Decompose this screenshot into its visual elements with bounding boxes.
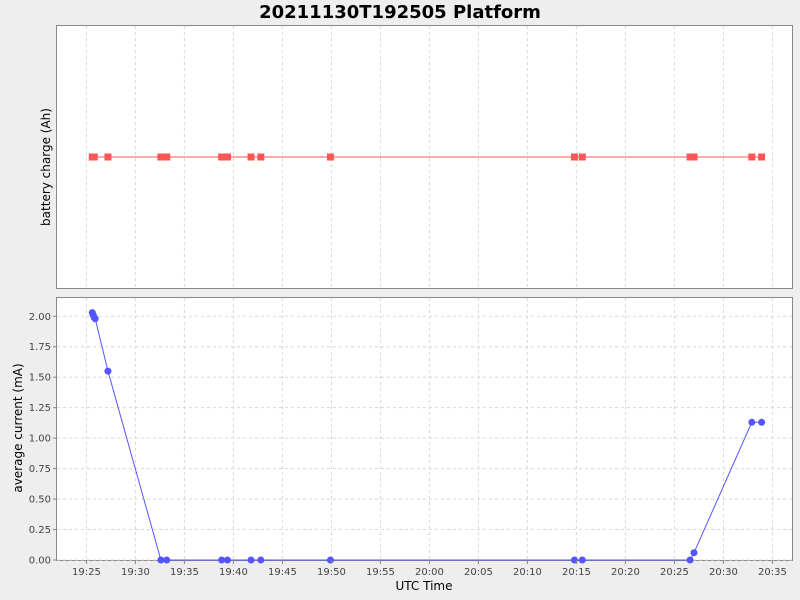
data-point-average-current <box>224 556 232 564</box>
y-tick-label: 1.50 <box>29 373 51 384</box>
x-tick-label: 20:20 <box>611 567 640 578</box>
data-point-average-current <box>690 549 698 557</box>
data-point-battery-charge <box>686 153 694 161</box>
y-tick-label: 1.00 <box>29 434 51 445</box>
data-point-average-current <box>104 367 112 375</box>
chart-title: 20211130T192505 Platform <box>259 2 541 23</box>
x-tick-label: 20:10 <box>513 567 542 578</box>
y-axis-label-average-current: average current (mA) <box>11 363 25 492</box>
data-point-average-current <box>247 556 255 564</box>
plot-area-average-current <box>56 297 793 561</box>
data-point-battery-charge <box>90 153 98 161</box>
x-tick-label: 20:25 <box>660 567 689 578</box>
x-tick-label: 20:35 <box>758 567 787 578</box>
data-point-battery-charge <box>690 153 698 161</box>
x-tick-label: 20:05 <box>464 567 493 578</box>
y-tick-label: 0.25 <box>29 525 51 536</box>
data-point-battery-charge <box>157 153 165 161</box>
data-point-average-current <box>218 556 226 564</box>
x-ticks: 19:25 19:30 19:35 19:40 19:45 19:50 19:55 20:00… <box>72 560 787 578</box>
x-tick-label: 20:30 <box>709 567 738 578</box>
series-battery-charge <box>88 153 766 161</box>
y-tick-label: 0.75 <box>29 464 51 475</box>
data-point-battery-charge <box>326 153 334 161</box>
data-point-average-current <box>257 556 265 564</box>
x-tick-label: 19:25 <box>72 567 101 578</box>
data-point-battery-charge <box>224 153 232 161</box>
data-point-battery-charge <box>218 153 226 161</box>
data-point-battery-charge <box>257 153 265 161</box>
data-point-battery-charge <box>104 153 112 161</box>
data-point-average-current <box>163 556 171 564</box>
data-point-battery-charge <box>247 153 255 161</box>
grid-battery-charge <box>85 26 773 288</box>
x-tick-label: 20:00 <box>415 567 444 578</box>
y-tick-label: 1.75 <box>29 342 51 353</box>
data-point-average-current <box>326 556 334 564</box>
panel-battery-charge: battery charge (Ah) <box>39 25 793 289</box>
series-average-current <box>88 309 766 564</box>
y-tick-label: 0.00 <box>29 556 51 567</box>
data-point-average-current <box>157 556 165 564</box>
data-point-battery-charge <box>578 153 586 161</box>
x-tick-label: 19:35 <box>170 567 199 578</box>
data-point-average-current <box>748 418 756 426</box>
data-point-average-current <box>686 556 694 564</box>
x-tick-label: 19:45 <box>268 567 297 578</box>
y-tick-label: 1.25 <box>29 403 51 414</box>
grid-average-current <box>57 298 792 561</box>
x-axis-label: UTC Time <box>396 579 453 593</box>
data-point-battery-charge <box>163 153 171 161</box>
data-point-battery-charge <box>758 153 766 161</box>
data-point-battery-charge <box>748 153 756 161</box>
data-point-average-current <box>578 556 586 564</box>
x-tick-label: 19:40 <box>219 567 248 578</box>
y-tick-label: 2.00 <box>29 312 51 323</box>
panel-average-current: 0.00 0.25 0.50 0.75 1.00 1.25 1.50 1.75 2.00 ave… <box>11 297 793 567</box>
x-tick-label: 19:55 <box>366 567 395 578</box>
y-ticks-average-current: 0.00 0.25 0.50 0.75 1.00 1.25 1.50 1.75 2.00 <box>29 312 57 567</box>
x-tick-label: 19:50 <box>317 567 346 578</box>
x-tick-label: 19:30 <box>121 567 150 578</box>
data-point-battery-charge <box>570 153 578 161</box>
data-point-average-current <box>758 418 766 426</box>
y-axis-label-battery-charge: battery charge (Ah) <box>39 108 53 226</box>
data-point-average-current <box>91 315 99 323</box>
x-tick-label: 20:15 <box>562 567 591 578</box>
y-tick-label: 0.50 <box>29 495 51 506</box>
